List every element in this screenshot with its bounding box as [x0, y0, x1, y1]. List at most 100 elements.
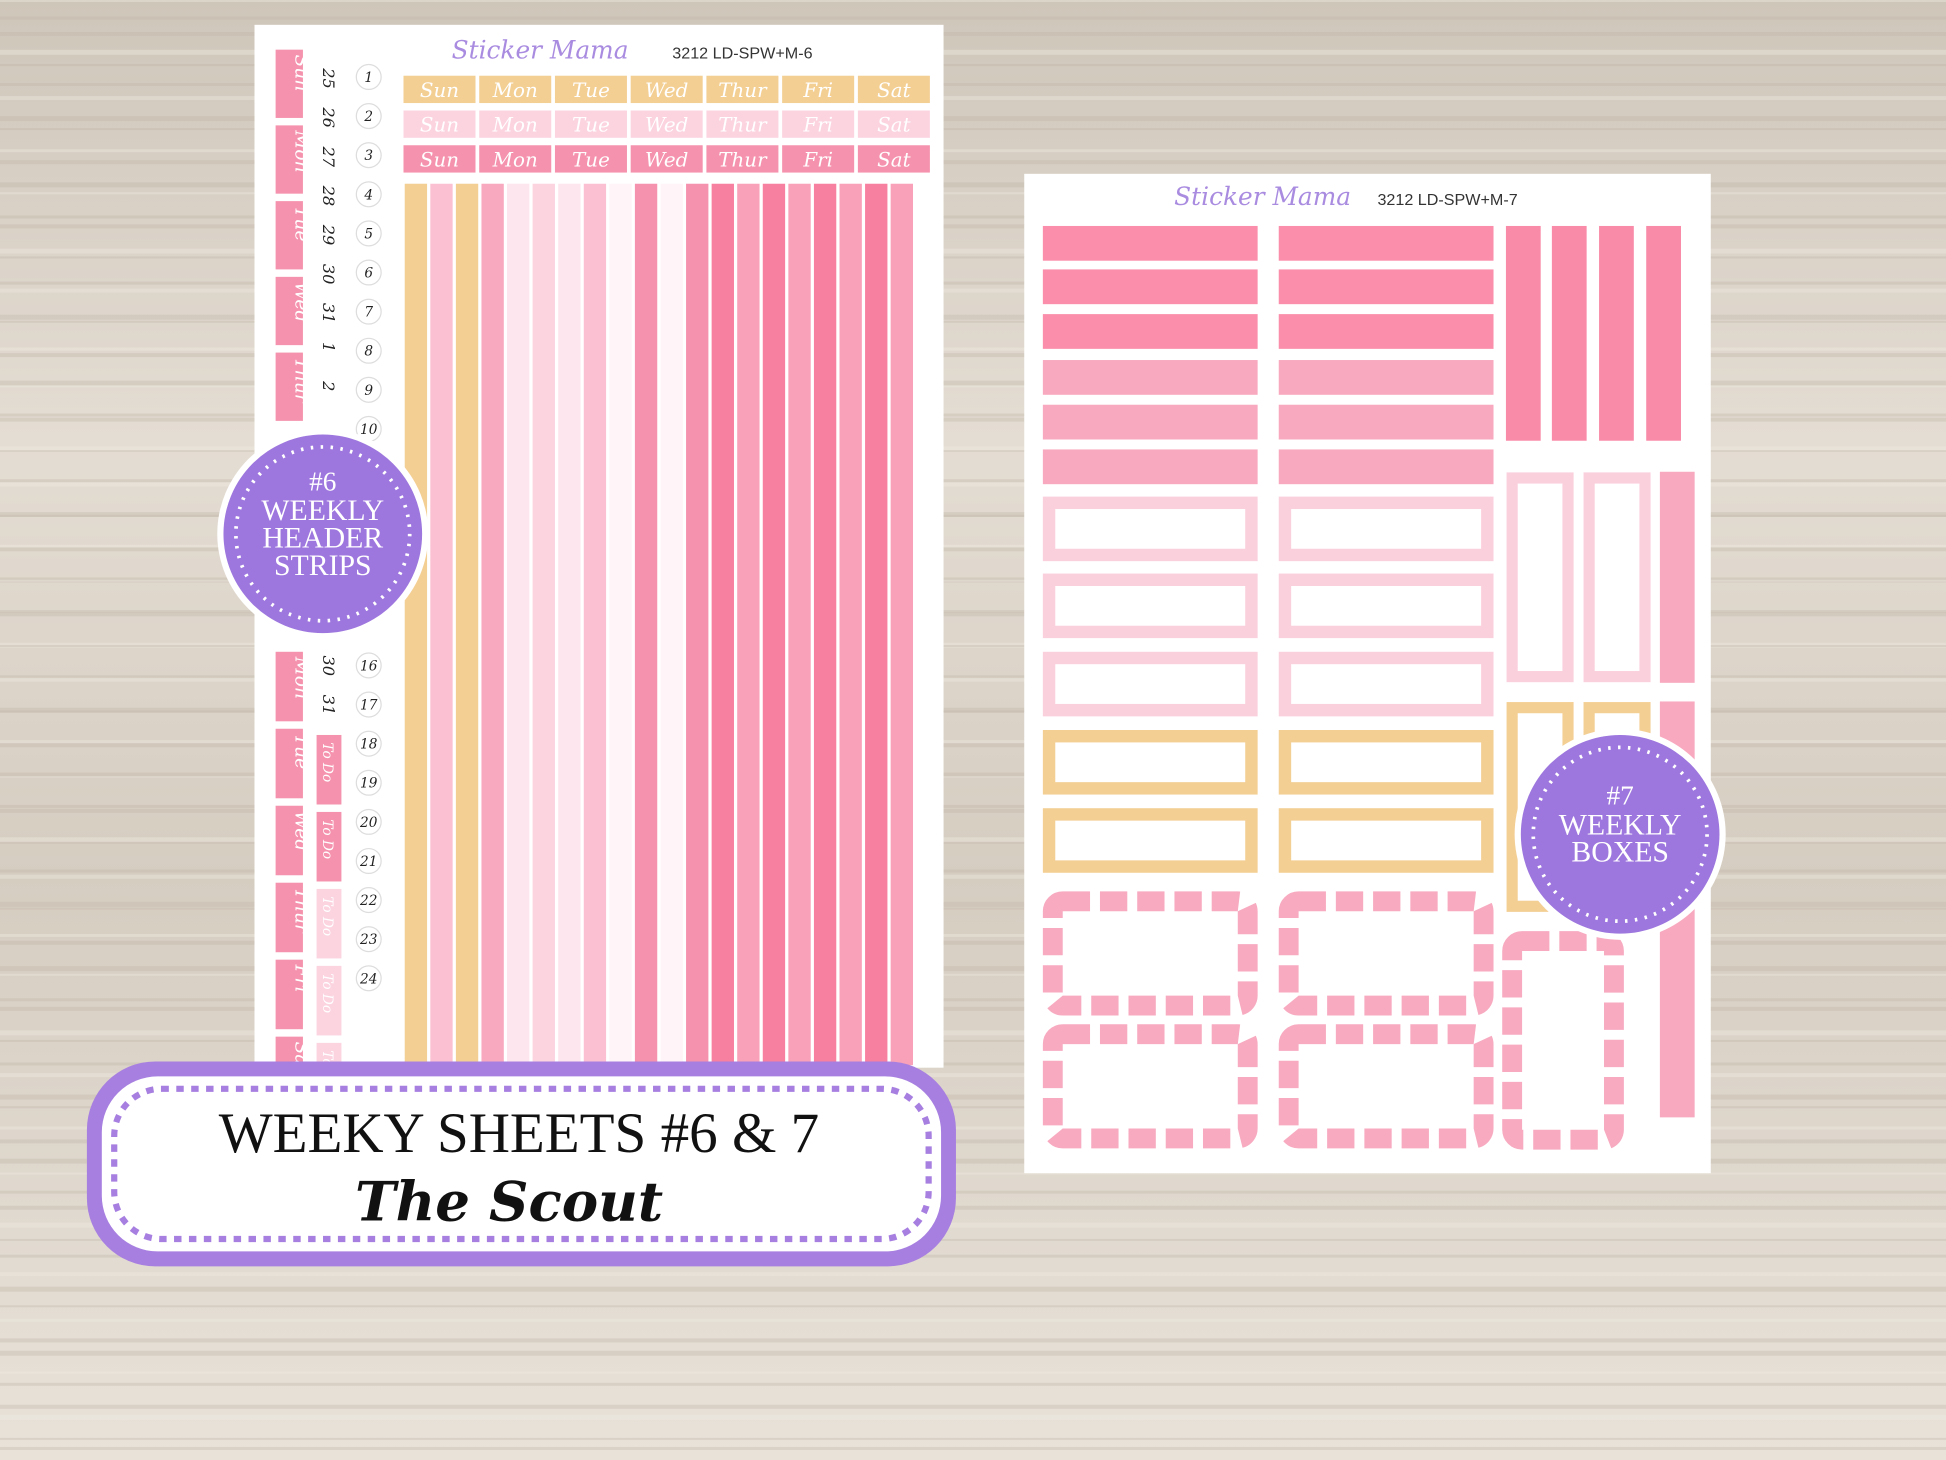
grain-line [0, 1006, 1946, 1011]
date: 29 [319, 224, 338, 246]
todo-box [316, 888, 342, 959]
box [1278, 573, 1494, 639]
side-day-label: Wed [290, 282, 311, 323]
todo-box [316, 734, 342, 805]
grain-line [0, 288, 1946, 293]
grain-line [0, 128, 1946, 131]
strip [404, 183, 428, 1066]
grain-line [0, 1414, 1946, 1420]
grain-line [0, 743, 1946, 748]
day-cell [554, 75, 627, 104]
side-day-label: Wed [290, 811, 311, 852]
grain-line [0, 973, 1946, 976]
grain-line [0, 642, 1946, 648]
strip [762, 183, 786, 1066]
box [1278, 808, 1494, 873]
date-circle [355, 769, 382, 796]
side-day [275, 352, 303, 421]
date: 6 [364, 265, 373, 281]
grain-line [0, 1338, 1946, 1343]
date: 23 [359, 932, 378, 948]
badge-fill [1520, 734, 1720, 934]
strip [839, 183, 862, 1066]
strip [481, 183, 504, 1066]
xo-box [1042, 891, 1258, 1016]
grain-line [0, 740, 1946, 744]
side-day [275, 125, 303, 194]
date: 20 [359, 815, 378, 831]
date-circle [355, 337, 382, 364]
date-circle [355, 63, 382, 91]
header-bar [1278, 449, 1494, 485]
side-day [275, 882, 303, 953]
day-cell [782, 145, 855, 173]
day-label: Tue [572, 114, 610, 137]
grain-line [0, 149, 1946, 153]
badge-text: BOXES [1571, 836, 1669, 869]
grain-line [0, 353, 1946, 358]
day-cell [857, 145, 930, 173]
date: 1 [319, 342, 338, 352]
grain-line [0, 808, 1946, 813]
date: 30 [319, 264, 338, 285]
box [1042, 730, 1258, 795]
day-label: Thur [718, 114, 768, 137]
grain-line [0, 1172, 1946, 1175]
date-circle [355, 691, 382, 718]
side-day-label: Tue [290, 734, 311, 769]
grain-line [0, 385, 1946, 388]
box [1042, 808, 1258, 873]
day-label: Thur [718, 148, 768, 171]
date: 24 [359, 971, 377, 987]
day-label: Mon [492, 148, 538, 171]
side-day [275, 201, 303, 270]
strip [507, 183, 530, 1066]
grain-line [0, 707, 1946, 713]
grain-line [0, 837, 1946, 843]
date: 1 [364, 70, 373, 86]
sheet-code: 3212 LD-SPW+M-6 [672, 44, 812, 62]
side-day-label: Tue [290, 206, 311, 241]
grain-line [0, 347, 1946, 351]
strip [660, 183, 683, 1066]
grain-line [0, 612, 1946, 617]
grain-line [0, 224, 1946, 229]
side-day-label: Mon [290, 656, 311, 699]
date: 3 [364, 148, 373, 164]
date: 4 [363, 187, 373, 203]
date: 19 [360, 776, 378, 792]
grain-line [0, 1371, 1946, 1374]
vertical-bar [1646, 225, 1681, 441]
date-circle [355, 376, 382, 403]
todo-label: To Do [319, 896, 335, 936]
grain-line [0, 256, 1946, 259]
grain-line [0, 192, 1946, 195]
side-day [275, 728, 303, 799]
xo-box [1278, 891, 1494, 1016]
box [1278, 651, 1494, 717]
date-circle [355, 220, 382, 247]
side-day-label: Sun [290, 55, 311, 92]
grain-line [0, 380, 1946, 386]
box [1042, 496, 1258, 562]
grain-line [0, 577, 1946, 583]
tall-bar [1659, 471, 1695, 683]
grain-line [0, 1305, 1946, 1308]
strip [583, 183, 607, 1066]
header-bar [1042, 225, 1258, 261]
date: 25 [319, 67, 338, 89]
side-day-label: Fri [290, 964, 311, 993]
grain-line [0, 248, 1946, 254]
grain-line [0, 841, 1946, 844]
strip [455, 183, 479, 1066]
grain-line [0, 1272, 1946, 1277]
grain-line [0, 479, 1946, 483]
strip [711, 183, 734, 1066]
day-label: Sat [877, 114, 911, 137]
badge-text: WEEKLY [1559, 808, 1682, 841]
grain-line [0, 16, 1946, 20]
grain-line [0, 96, 1946, 101]
header-bar [1278, 360, 1494, 395]
grain-line [0, 1190, 1946, 1194]
day-label: Sun [420, 148, 459, 171]
